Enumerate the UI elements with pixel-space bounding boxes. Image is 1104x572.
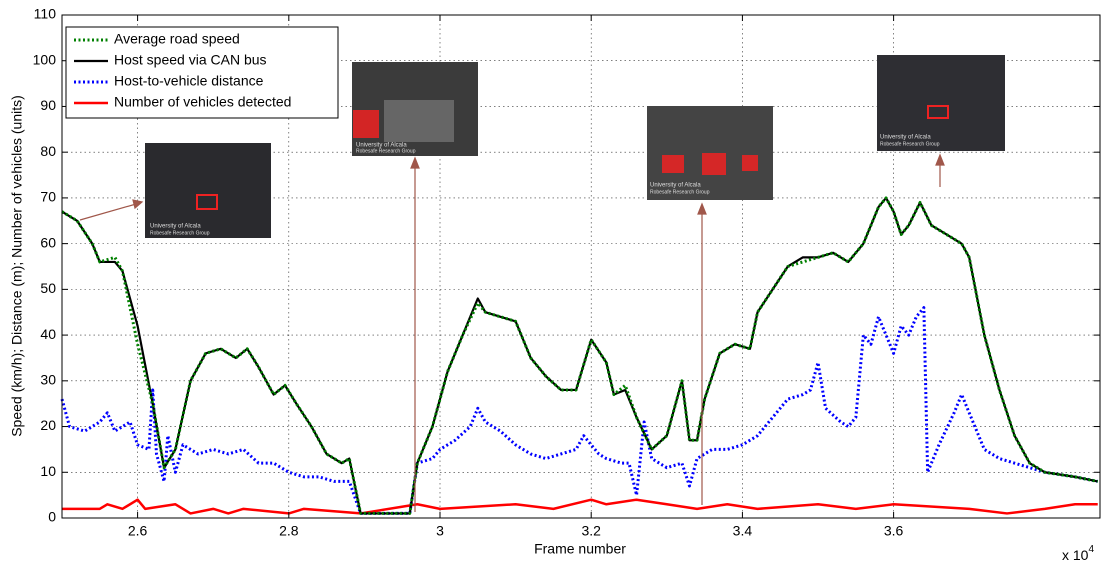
inset-caption: Robesafe Research Group bbox=[356, 148, 416, 154]
y-tick-label: 90 bbox=[40, 97, 56, 113]
inset-caption: Robesafe Research Group bbox=[880, 141, 940, 147]
y-tick-label: 30 bbox=[40, 372, 56, 388]
chart: 2.6 2.8 3 3.2 3.4 3.6 0 10 20 30 40 50 60 70 80 90 100 11… bbox=[0, 0, 1104, 567]
y-tick-label: 20 bbox=[40, 417, 56, 433]
inset-box bbox=[702, 153, 726, 175]
x-axis-label: Frame number bbox=[534, 541, 626, 557]
legend-label: Number of vehicles detected bbox=[114, 94, 291, 110]
legend-label: Average road speed bbox=[114, 31, 240, 47]
inset: University of Alcala Robesafe Research G… bbox=[352, 62, 478, 156]
y-tick-label: 0 bbox=[48, 509, 56, 525]
inset-box bbox=[742, 155, 758, 171]
x-multiplier: x 104 bbox=[1062, 544, 1094, 563]
x-tick-label: 2.6 bbox=[128, 523, 148, 539]
legend-label: Host-to-vehicle distance bbox=[114, 73, 264, 89]
inset: University of Alcala Robesafe Research G… bbox=[145, 143, 271, 238]
legend: Average road speed Host speed via CAN bus… bbox=[66, 27, 338, 118]
inset: University of Alcala Robesafe Research G… bbox=[877, 55, 1005, 151]
inset-box bbox=[662, 155, 684, 173]
inset-caption: Robesafe Research Group bbox=[650, 189, 710, 195]
x-tick-label: 3.4 bbox=[733, 523, 753, 539]
x-tick-label: 3.2 bbox=[581, 523, 601, 539]
inset-car bbox=[384, 100, 454, 142]
inset-caption: Robesafe Research Group bbox=[150, 230, 210, 236]
y-tick-label: 60 bbox=[40, 234, 56, 250]
y-tick-label: 10 bbox=[40, 463, 56, 479]
legend-label: Host speed via CAN bus bbox=[114, 52, 267, 68]
inset-box bbox=[353, 110, 379, 138]
y-axis-label: Speed (km/h); Distance (m); Number of ve… bbox=[9, 95, 25, 437]
inset-caption: University of Alcala bbox=[880, 135, 931, 141]
y-tick-label: 80 bbox=[40, 143, 56, 159]
y-tick-label: 50 bbox=[40, 280, 56, 296]
y-tick-label: 110 bbox=[34, 6, 57, 22]
x-multiplier-exponent: 4 bbox=[1088, 544, 1094, 555]
x-tick-label: 2.8 bbox=[279, 523, 299, 539]
y-tick-label: 70 bbox=[40, 189, 56, 205]
x-tick-label: 3.6 bbox=[884, 523, 904, 539]
x-multiplier-base: x 10 bbox=[1062, 547, 1089, 563]
inset: University of Alcala Robesafe Research G… bbox=[647, 106, 773, 200]
inset-caption: University of Alcala bbox=[650, 183, 701, 189]
y-tick-label: 40 bbox=[40, 326, 56, 342]
inset-caption: University of Alcala bbox=[150, 224, 201, 230]
x-tick-label: 3 bbox=[436, 523, 444, 539]
y-tick-label: 100 bbox=[33, 51, 57, 67]
